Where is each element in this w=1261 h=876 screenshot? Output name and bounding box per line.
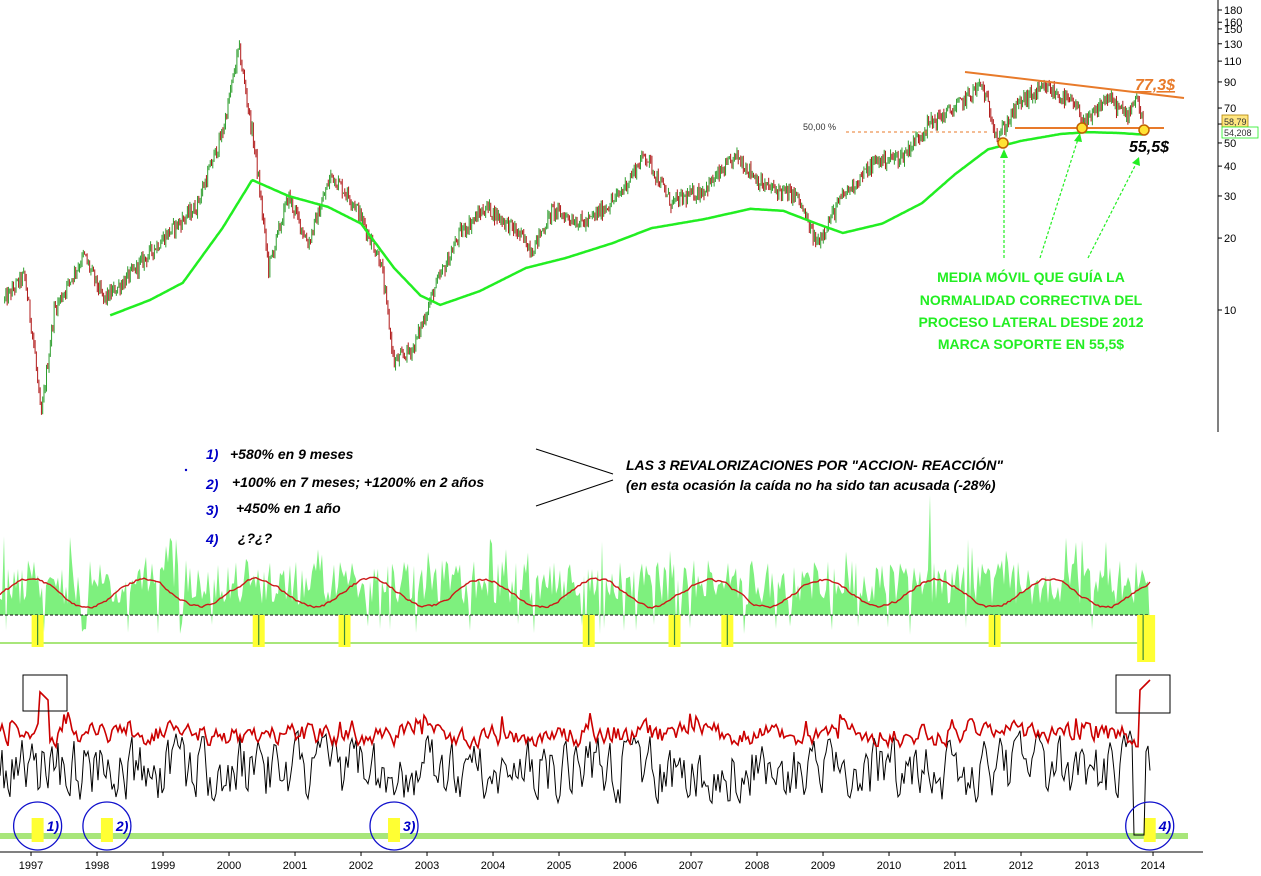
price-tick-label: 30 — [1224, 191, 1236, 203]
fast-signal-line — [0, 729, 1151, 836]
time-tick-label: 2000 — [217, 860, 241, 872]
time-tick-label: 1998 — [85, 860, 109, 872]
resistance-label: 77,3$ — [1135, 77, 1176, 94]
signal-circle — [369, 801, 419, 851]
note-1-number: 1) — [206, 446, 219, 462]
annotation-arrows — [1003, 135, 1139, 259]
time-tick-label: 2007 — [679, 860, 703, 872]
time-tick-label: 2001 — [283, 860, 307, 872]
signal-circle-label: 1) — [47, 818, 60, 834]
time-tick-label: 2013 — [1075, 860, 1099, 872]
time-tick-label: 2003 — [415, 860, 439, 872]
price-tick-label: 180 — [1224, 5, 1242, 17]
note-3-number: 3) — [206, 502, 219, 518]
price-tick-label: 70 — [1224, 103, 1236, 115]
slow-signal-line — [0, 679, 1151, 751]
signal-circle-label: 4) — [1158, 818, 1172, 834]
resistance-trendline — [964, 71, 1185, 99]
fib-50-label: 50,00 % — [803, 122, 836, 132]
last-price-value: 58,79 — [1224, 117, 1247, 127]
notes-title-line-1: LAS 3 REVALORIZACIONES POR "ACCION- REAC… — [626, 456, 1003, 473]
note-4-text: ¿?¿? — [238, 530, 273, 546]
note-dot — [184, 468, 188, 472]
price-tick-label: 150 — [1224, 24, 1242, 36]
note-4-number: 4) — [205, 531, 219, 547]
time-tick-label: 2006 — [613, 860, 637, 872]
note-pointer-line — [535, 448, 614, 475]
note-2-number: 2) — [205, 476, 219, 492]
time-tick-label: 1997 — [19, 860, 43, 872]
time-tick-label: 2012 — [1009, 860, 1033, 872]
signal-circle — [1125, 801, 1175, 851]
time-tick-label: 1999 — [151, 860, 175, 872]
signal-circle-label: 3) — [403, 818, 416, 834]
price-tick-label: 130 — [1224, 39, 1242, 51]
green-annotation-line-3: PROCESO LATERAL DESDE 2012 — [918, 314, 1143, 330]
signal-highlight — [388, 818, 401, 842]
signal-highlight — [1143, 818, 1156, 842]
price-tick-label: 50 — [1224, 138, 1236, 150]
signal-circle — [82, 801, 132, 851]
notes-title-line-2: (en esta ocasión la caída no ha sido tan… — [626, 477, 996, 493]
oscillator-highlight — [1137, 615, 1156, 662]
price-tick-label: 10 — [1224, 305, 1236, 317]
annotation-arrowheads — [1000, 133, 1140, 166]
support-touch-point — [997, 137, 1009, 149]
ma-value: 54,208 — [1224, 128, 1252, 138]
support-touch-point — [1138, 124, 1150, 136]
note-pointer-line — [535, 479, 614, 507]
moving-average-line — [109, 130, 1143, 317]
oscillator-line — [0, 576, 1151, 609]
signal-highlight — [100, 818, 113, 842]
signal-circle-label: 2) — [115, 818, 129, 834]
extreme-box — [22, 674, 68, 712]
signal-highlight — [31, 818, 44, 842]
time-tick-label: 2008 — [745, 860, 769, 872]
note-2-text: +100% en 7 meses; +1200% en 2 años — [232, 474, 484, 490]
price-tick-label: 90 — [1224, 77, 1236, 89]
note-3-text: +450% en 1 año — [236, 500, 341, 516]
time-tick-label: 2009 — [811, 860, 835, 872]
time-axis: 1997 1998 1999 2000 2001 2002 2003 2004 2005 2006… — [19, 852, 1165, 872]
price-tick-label: 40 — [1224, 161, 1236, 173]
time-tick-label: 2004 — [481, 860, 505, 872]
extreme-box — [1115, 674, 1171, 714]
signal-floor-band — [0, 833, 1188, 839]
green-annotation-line-2: NORMALIDAD CORRECTIVA DEL — [920, 292, 1143, 308]
price-tick-label: 110 — [1224, 56, 1242, 68]
ma-value-badge — [1221, 126, 1259, 139]
price-tick-label: 20 — [1224, 233, 1236, 245]
support-touch-point — [1076, 122, 1088, 134]
green-annotation-line-4: MARCA SOPORTE EN 55,5$ — [938, 336, 1124, 352]
time-tick-label: 2002 — [349, 860, 373, 872]
time-tick-label: 2014 — [1141, 860, 1165, 872]
signal-panel: 1) 2) 3) 4) — [0, 674, 1188, 851]
support-label: 55,5$ — [1129, 139, 1170, 156]
time-tick-label: 2011 — [943, 860, 967, 872]
green-annotation-line-1: MEDIA MÓVIL QUE GUÍA LA — [937, 268, 1125, 285]
price-tick-label: 160 — [1224, 17, 1242, 29]
notes-block: 1) +580% en 9 meses 2) +100% en 7 meses;… — [184, 446, 1003, 547]
time-tick-label: 2005 — [547, 860, 571, 872]
price-candles — [4, 40, 1144, 415]
oscillator-panel — [0, 495, 1156, 662]
signal-circle — [12, 801, 63, 851]
note-1-text: +580% en 9 meses — [230, 446, 354, 462]
price-axis: 1801601501301109070605040302010 — [1218, 5, 1242, 317]
time-tick-label: 2010 — [877, 860, 901, 872]
oscillator-area — [0, 495, 1150, 635]
